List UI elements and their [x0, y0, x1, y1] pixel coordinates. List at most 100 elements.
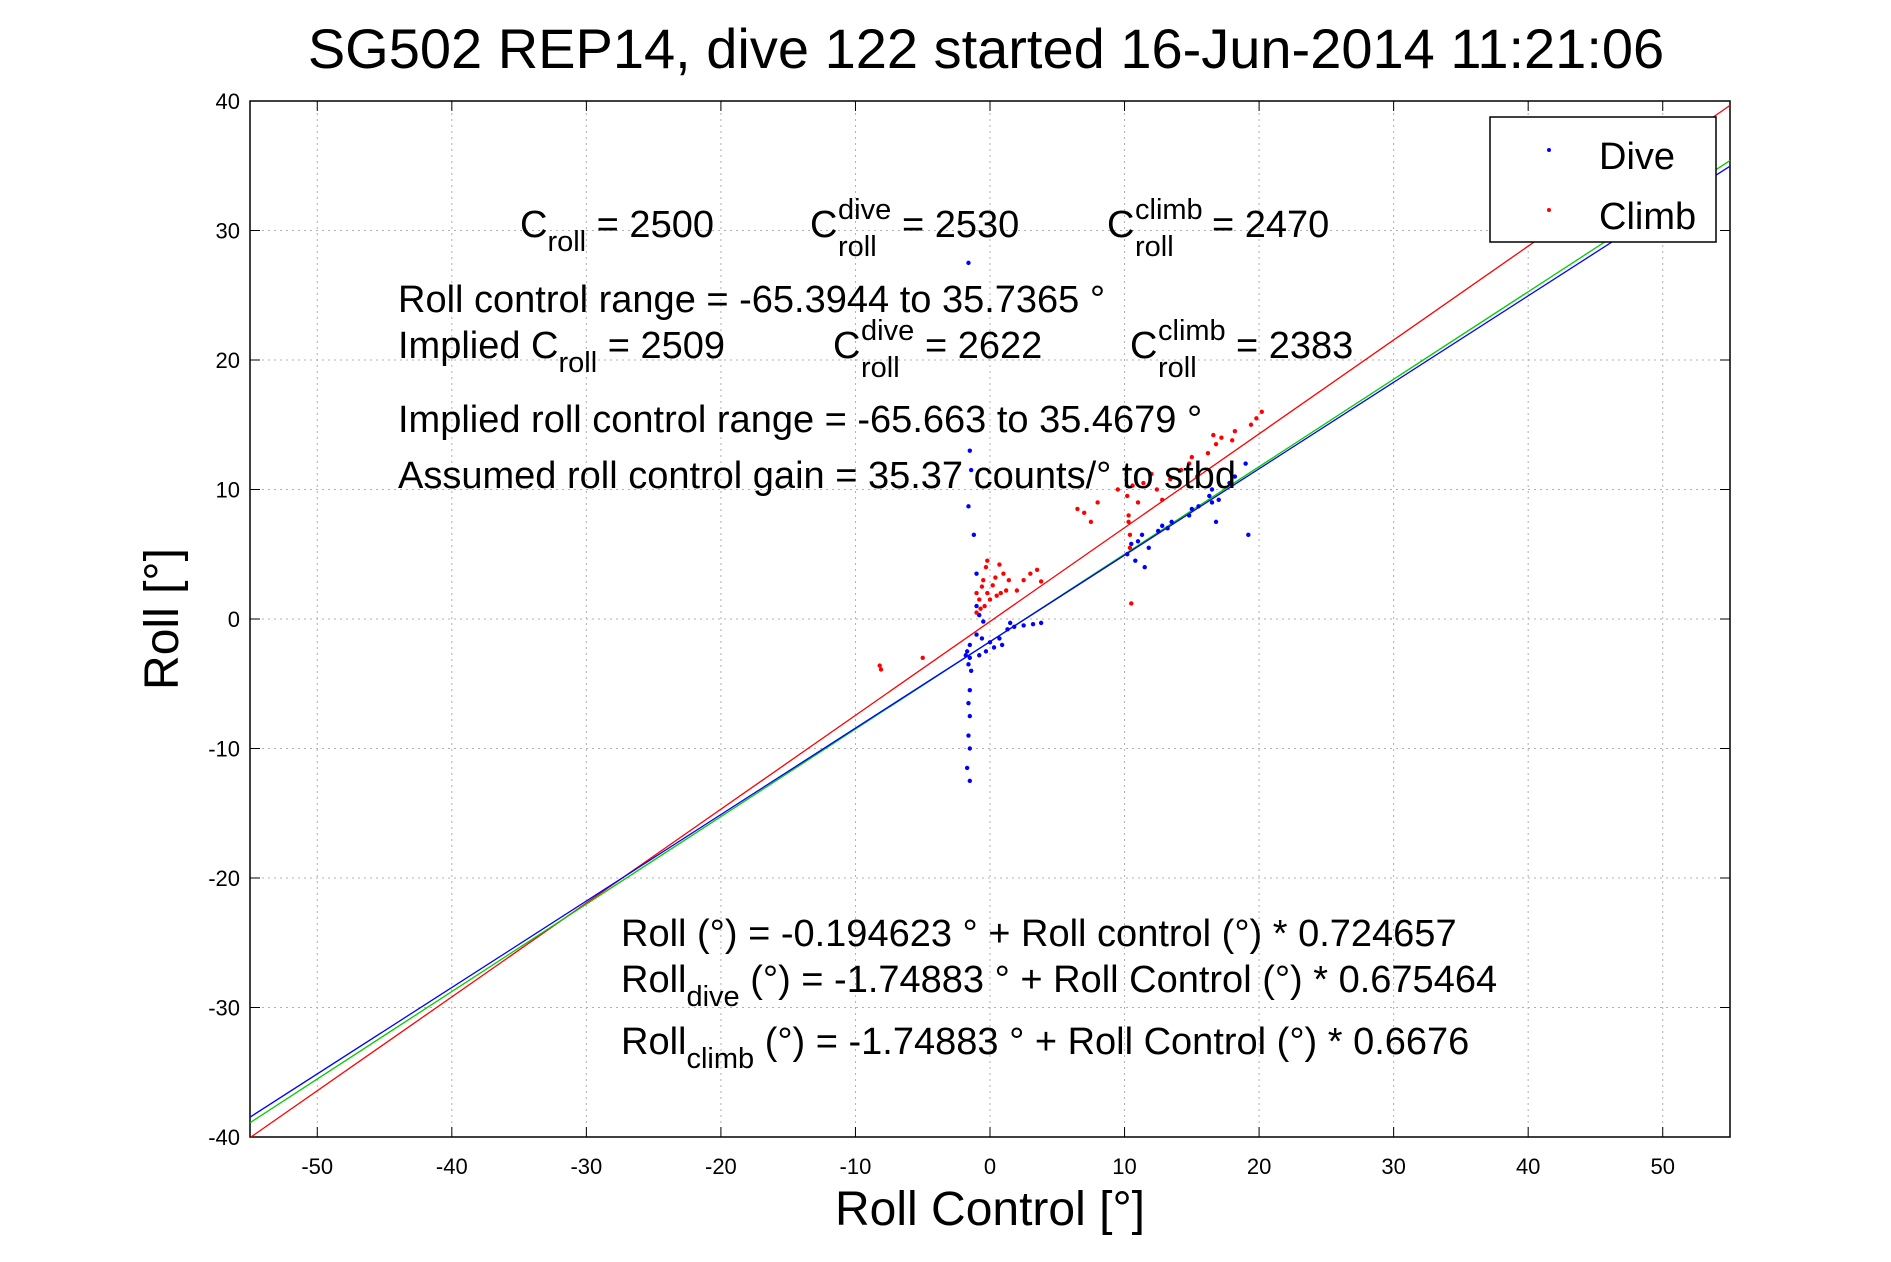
dive-point	[1207, 493, 1212, 499]
annot-implied-climb-sup: climb	[1158, 315, 1226, 347]
x-tick-label: -40	[436, 1154, 468, 1179]
x-tick-label: -20	[705, 1154, 737, 1179]
dive-point	[1005, 627, 1010, 632]
dive-point	[1169, 519, 1174, 525]
climb-point	[1006, 577, 1012, 583]
legend: Dive Climb	[1489, 116, 1717, 243]
dive-point	[964, 765, 970, 771]
climb-point	[1189, 454, 1195, 460]
climb-point	[1232, 429, 1238, 434]
chart-title: SG502 REP14, dive 122 started 16-Jun-201…	[308, 17, 1664, 80]
annot-croll-climb-sup: climb	[1135, 194, 1203, 226]
dive-point	[1232, 474, 1238, 479]
dive-point	[966, 662, 971, 667]
dive-point	[1196, 504, 1201, 509]
annot-equation-dive: Rolldive (°) = -1.74883 ° + Roll Control…	[621, 959, 1497, 1013]
climb-point	[1205, 451, 1211, 456]
annot-implied-croll: Implied Croll = 2509	[398, 325, 725, 379]
dive-point	[1165, 526, 1170, 531]
x-tick-labels: -50 -40 -30 -20 -10 0 10 20 30 40 50	[301, 1154, 1675, 1179]
tick-layer	[250, 100, 1730, 1138]
climb-point	[1135, 500, 1141, 505]
dive-point	[1030, 621, 1036, 627]
climb-point	[1195, 474, 1200, 479]
dive-point	[967, 655, 973, 661]
x-axis-label: Roll Control [°]	[835, 1183, 1145, 1236]
annot-implied-range: Implied roll control range = -65.663 to …	[398, 399, 1202, 441]
climb-point	[997, 562, 1002, 567]
climb-point	[1081, 510, 1087, 516]
climb-point	[1129, 601, 1134, 606]
dive-point	[966, 733, 971, 738]
dive-point	[999, 642, 1005, 648]
climb-point	[1219, 435, 1224, 440]
dive-point	[991, 645, 997, 650]
x-tick-label: -50	[301, 1154, 333, 1179]
dive-point	[983, 649, 989, 654]
climb-point	[1003, 588, 1009, 593]
climb-point	[1178, 467, 1184, 473]
dive-point	[1142, 565, 1147, 570]
dive-point	[981, 619, 986, 624]
annot-croll-dive-val: = 2530	[902, 204, 1019, 246]
y-tick-label: -40	[208, 1125, 240, 1150]
dive-point	[967, 688, 973, 693]
climb-point	[1021, 577, 1026, 583]
dive-point	[1189, 506, 1195, 512]
climb-point	[982, 603, 987, 609]
x-tick-label: 40	[1516, 1154, 1540, 1179]
fit-line	[250, 104, 1731, 1138]
dive-point	[1213, 519, 1219, 525]
y-tick-label: 30	[216, 219, 240, 244]
dive-point	[967, 713, 973, 719]
climb-point	[974, 590, 979, 596]
x-tick-label: 30	[1381, 1154, 1405, 1179]
climb-point	[1248, 422, 1254, 427]
dive-point	[977, 653, 982, 658]
legend-dive-marker	[1547, 148, 1551, 152]
annot-equation-climb: Rollclimb (°) = -1.74883 ° + Roll Contro…	[621, 1021, 1469, 1075]
climb-point	[1125, 493, 1130, 499]
annot-implied-climb-sub: roll	[1158, 352, 1197, 384]
climb-point	[1115, 487, 1121, 492]
annot-control-range: Roll control range = -65.3944 to 35.7365…	[398, 279, 1105, 321]
annot-equation-all: Roll (°) = -0.194623 ° + Roll control (°…	[621, 913, 1457, 955]
x-tick-label: 10	[1112, 1154, 1136, 1179]
climb-point	[1229, 438, 1235, 443]
grid-layer	[250, 101, 1730, 1137]
dive-point	[964, 649, 970, 654]
y-tick-label: -20	[208, 866, 240, 891]
annot-croll-climb-sub: roll	[1135, 231, 1174, 263]
climb-point	[878, 667, 884, 672]
dive-point	[968, 668, 974, 673]
x-tick-label: -10	[840, 1154, 872, 1179]
dive-point	[1139, 532, 1145, 538]
climb-point	[990, 583, 995, 588]
climb-point	[985, 590, 990, 596]
climb-point	[1034, 567, 1040, 572]
dive-point	[1209, 487, 1215, 492]
climb-point	[1149, 471, 1154, 477]
dive-point	[968, 467, 974, 473]
dive-point	[967, 778, 973, 784]
climb-point	[993, 575, 998, 580]
climb-point	[1259, 409, 1264, 414]
climb-point	[1028, 571, 1033, 576]
y-axis-label: Roll [°]	[136, 548, 189, 690]
climb-point	[994, 593, 999, 598]
climb-point	[1186, 461, 1192, 466]
annot-croll: Croll = 2500	[520, 204, 714, 258]
climb-point	[985, 558, 990, 563]
annot-implied-dive-val: = 2622	[925, 325, 1042, 367]
dive-point	[1129, 541, 1134, 547]
climb-point	[1168, 476, 1173, 482]
y-tick-label: 0	[228, 607, 240, 632]
annot-croll-dive-sup: dive	[838, 194, 891, 226]
annot-implied-climb-val: = 2383	[1236, 325, 1353, 367]
x-tick-label: 0	[984, 1154, 996, 1179]
dive-point	[997, 636, 1002, 641]
climb-point	[979, 584, 985, 589]
dive-point	[1146, 545, 1151, 550]
dive-point	[1012, 624, 1017, 629]
